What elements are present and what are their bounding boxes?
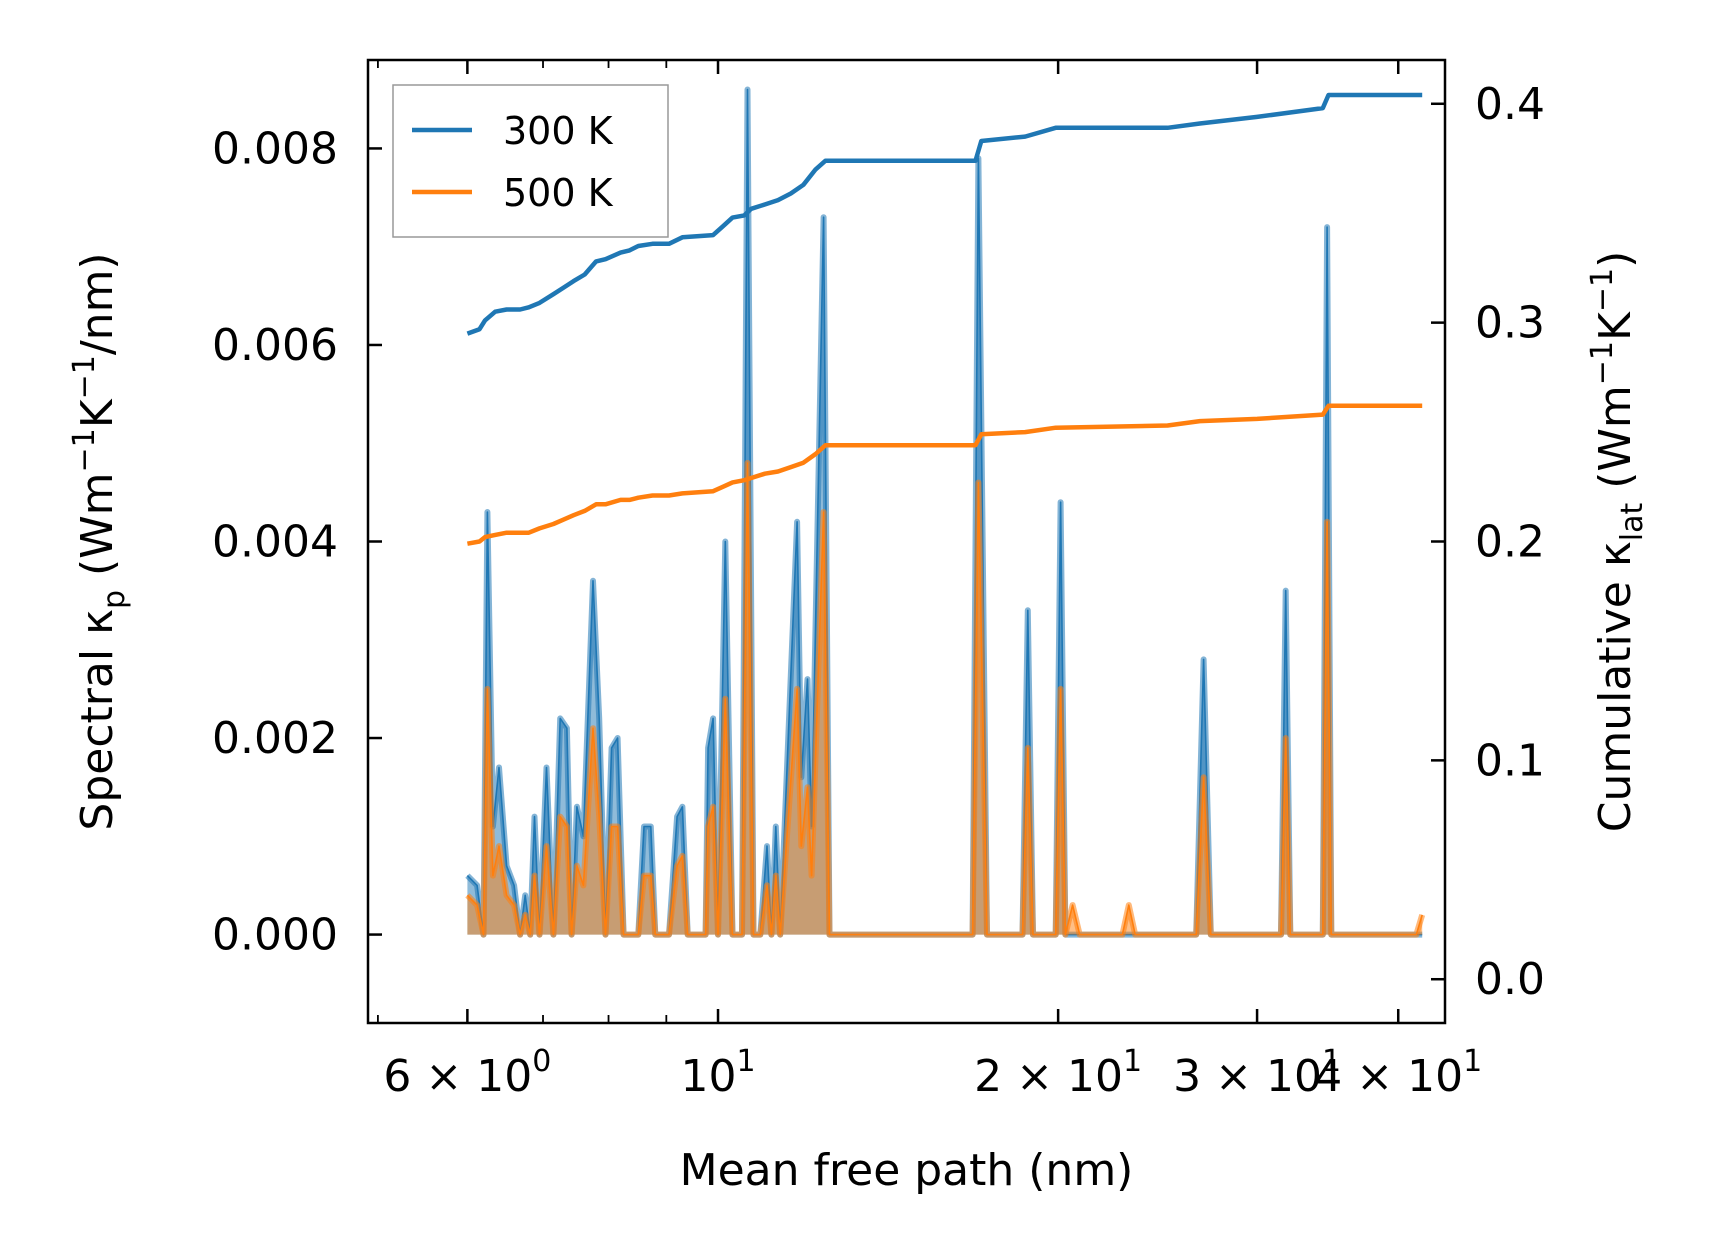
spectral-line-500-k: [466, 462, 1423, 936]
y-left-axis-label: Spectral κp (Wm−1K−1/nm): [67, 252, 132, 830]
x-tick-label: 6 × 100: [383, 1044, 551, 1102]
cumulative-line-300-k: [466, 92, 1423, 336]
y-right-tick-label: 0.4: [1475, 79, 1545, 130]
x-tick-label: 101: [680, 1044, 755, 1102]
x-tick-label: 2 × 101: [974, 1044, 1142, 1102]
y-right-axis-label: Cumulative κlat (Wm−1K−1): [1585, 251, 1650, 833]
legend-box: [392, 84, 669, 238]
x-axis-label: Mean free path (nm): [680, 1145, 1134, 1196]
y-left-tick-label: 0.006: [212, 320, 338, 371]
y-left-tick-label: 0.002: [212, 713, 338, 764]
plot-area: [465, 86, 1426, 938]
legend-label-500-k: 500 K: [503, 171, 614, 215]
cumulative-line-500-k: [466, 403, 1423, 546]
y-left-tick-label: 0.004: [212, 517, 338, 568]
x-tick-label: 3 × 101: [1173, 1044, 1341, 1102]
y-right-tick-label: 0.2: [1475, 517, 1545, 568]
y-right-tick-label: 0.1: [1475, 735, 1545, 786]
y-right-tick-label: 0.0: [1475, 954, 1545, 1005]
spectral-area-500-k: [467, 462, 1423, 935]
x-tick-label: 4 × 101: [1314, 1044, 1482, 1102]
y-right-tick-label: 0.3: [1475, 298, 1545, 349]
y-left-tick-label: 0.008: [212, 123, 338, 174]
legend[interactable]: 300 K 500 K: [392, 84, 669, 238]
legend-label-300-k: 300 K: [503, 109, 614, 153]
y-left-tick-label: 0.000: [212, 910, 338, 961]
